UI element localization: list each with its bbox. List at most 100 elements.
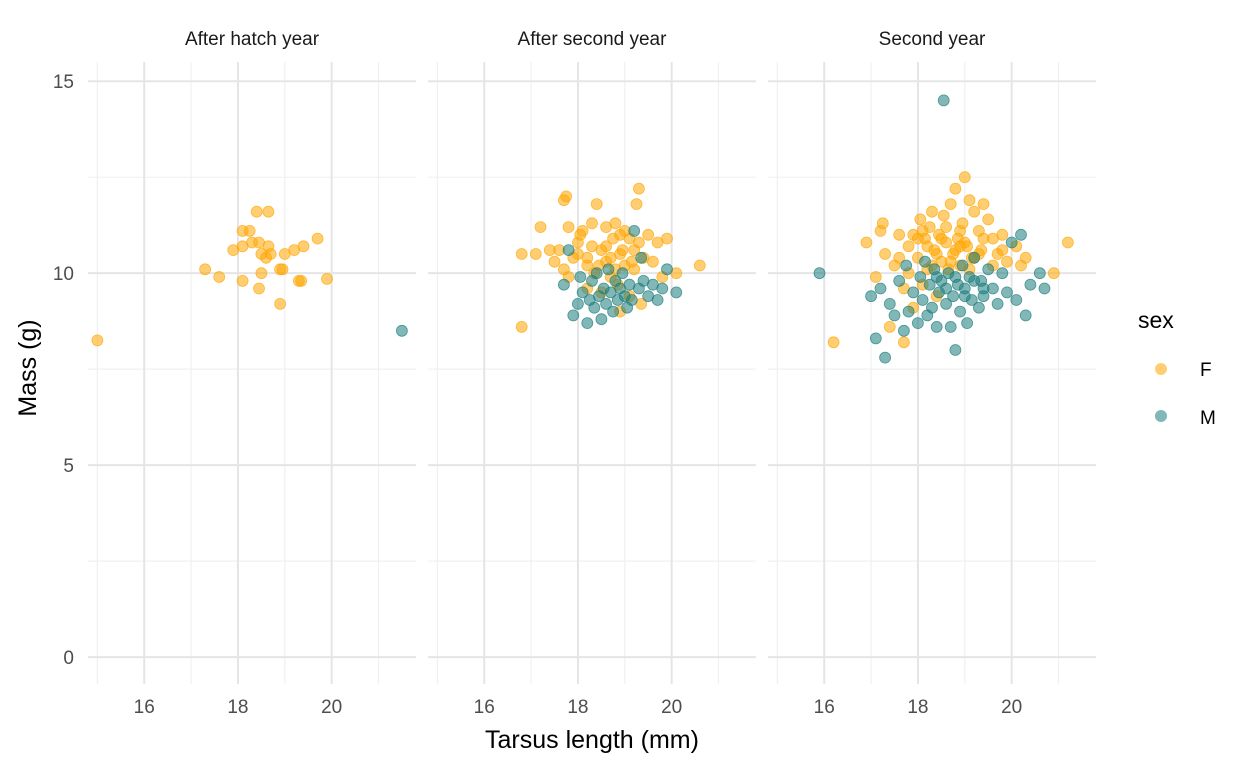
data-point (926, 205, 938, 218)
x-tick-label: 16 (134, 697, 155, 718)
data-point (996, 244, 1009, 257)
data-point (609, 217, 622, 230)
data-point (879, 248, 891, 260)
legend-label-f: F (1200, 360, 1212, 381)
data-point (968, 205, 981, 218)
x-axis-title: Tarsus length (mm) (485, 726, 699, 754)
facet-panel: After second year 16 18 20 (428, 29, 756, 718)
data-point (879, 351, 891, 364)
data-point (869, 332, 882, 345)
data-point (996, 267, 1009, 280)
x-tick-label: 18 (567, 697, 588, 718)
data-point (236, 274, 249, 287)
data-point (1038, 282, 1051, 295)
x-tick-label: 20 (1001, 697, 1022, 718)
data-point (876, 217, 889, 230)
data-point (656, 282, 669, 295)
data-point (274, 297, 287, 310)
data-point (255, 267, 268, 280)
grid (88, 62, 416, 684)
series-f (515, 182, 706, 333)
data-point (958, 290, 971, 303)
data-point (977, 282, 990, 295)
data-point (865, 290, 877, 303)
data-point (883, 320, 896, 333)
data-point (628, 244, 641, 257)
data-point (926, 301, 938, 314)
data-point (262, 205, 275, 218)
data-point (940, 282, 952, 295)
panels: After hatch year 16 18 20 After second year 1… (88, 29, 1096, 718)
legend: sex F M (1138, 307, 1216, 429)
data-point (1019, 309, 1032, 322)
series-f (827, 171, 1074, 349)
data-point (944, 255, 957, 268)
data-point (1033, 267, 1046, 280)
data-point (574, 271, 587, 283)
facet-title: Second year (879, 29, 986, 50)
data-point (633, 182, 645, 195)
data-point (276, 263, 289, 276)
data-point (893, 251, 906, 264)
data-point (947, 290, 959, 303)
data-point (250, 205, 263, 218)
data-point (902, 240, 915, 253)
data-point (253, 282, 265, 295)
data-point (921, 240, 934, 253)
data-point (860, 236, 873, 249)
data-point (590, 267, 603, 280)
data-point (944, 320, 957, 333)
data-point (898, 324, 910, 337)
data-point (888, 309, 901, 322)
data-point (635, 251, 648, 264)
y-tick-label: 0 (63, 648, 74, 669)
data-point (642, 228, 655, 241)
data-point (940, 221, 952, 234)
data-point (898, 336, 910, 349)
data-point (548, 255, 561, 268)
data-point (914, 213, 927, 226)
grid (768, 62, 1096, 684)
data-point (560, 190, 573, 203)
data-point (1005, 236, 1018, 249)
data-point (602, 263, 615, 276)
data-point (199, 263, 212, 276)
y-tick-label: 5 (63, 456, 74, 477)
data-point (567, 309, 580, 322)
data-point (996, 228, 1009, 241)
grid (428, 62, 756, 684)
y-tick-label: 10 (53, 264, 74, 285)
data-point (907, 286, 920, 299)
data-point (912, 317, 924, 330)
data-point (321, 272, 333, 285)
facet-title: After hatch year (185, 29, 320, 50)
data-point (576, 224, 589, 237)
y-tick-label: 15 (53, 72, 74, 93)
data-point (625, 294, 638, 306)
data-point (311, 232, 324, 245)
data-point (1019, 251, 1032, 264)
data-point (1001, 255, 1013, 268)
data-point (515, 248, 528, 260)
data-point (982, 213, 995, 226)
y-axis-title: Mass (g) (14, 319, 42, 416)
data-point (991, 297, 1004, 310)
data-point (949, 344, 962, 356)
data-point (937, 209, 950, 222)
data-point (968, 274, 981, 287)
data-point (1001, 286, 1013, 299)
data-point (977, 232, 990, 245)
data-point (661, 232, 673, 245)
x-tick-label: 18 (227, 697, 248, 718)
data-point (949, 271, 962, 283)
data-point (576, 286, 589, 299)
data-point (923, 278, 936, 291)
data-point (529, 248, 542, 260)
legend-title: sex (1138, 307, 1174, 333)
data-point (1024, 278, 1037, 291)
data-point (883, 297, 896, 310)
data-point (600, 297, 612, 310)
data-point (581, 317, 594, 330)
data-point (813, 267, 826, 280)
